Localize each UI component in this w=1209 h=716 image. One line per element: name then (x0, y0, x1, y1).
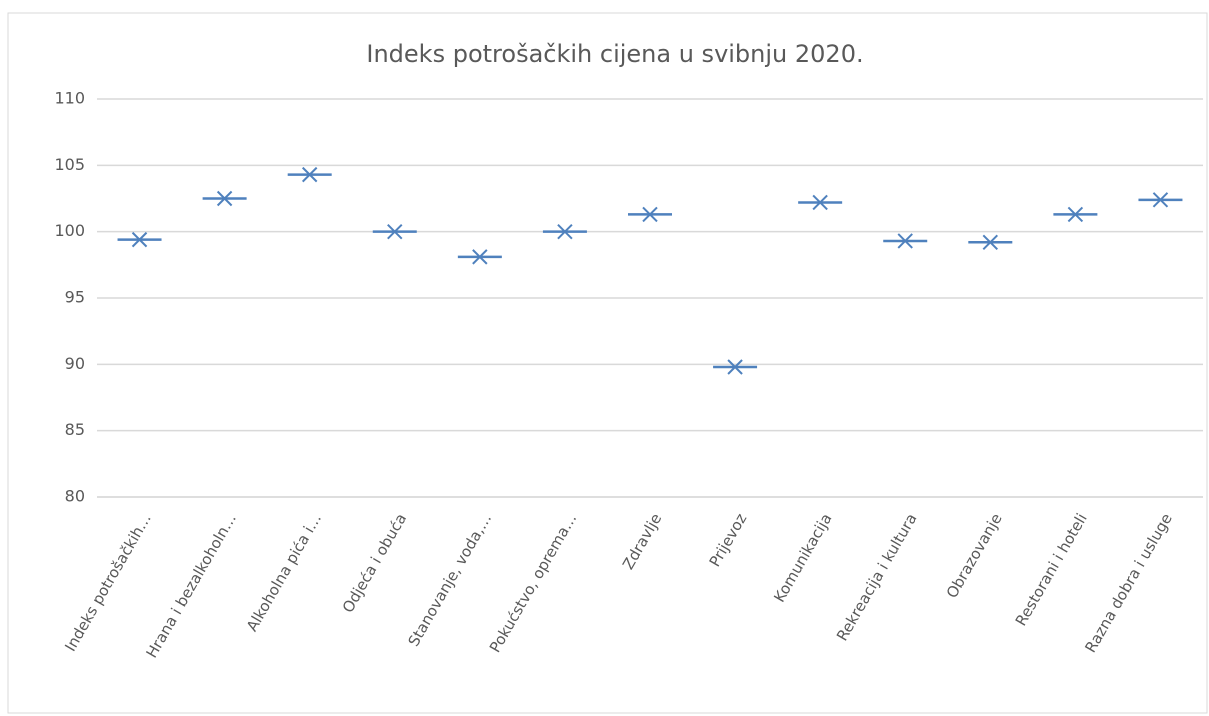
y-tick-label: 90 (65, 354, 85, 373)
marker (457, 249, 502, 265)
marker (202, 190, 247, 207)
marker-x (472, 249, 488, 265)
marker-x (897, 233, 913, 249)
chart-title: Indeks potrošačkih cijena u svibnju 2020… (366, 40, 863, 68)
marker-x (642, 206, 658, 223)
marker (117, 231, 162, 248)
marker (372, 223, 417, 240)
marker-x (387, 223, 403, 240)
y-tick-label: 110 (54, 89, 85, 108)
marker (798, 194, 843, 211)
marker-x (216, 190, 233, 207)
y-tick-label: 105 (54, 155, 85, 174)
y-tick-label: 100 (54, 221, 85, 240)
chart-border (7, 12, 1208, 714)
marker (1138, 192, 1183, 208)
marker-x (1067, 206, 1084, 223)
marker (628, 206, 672, 223)
marker-x (727, 359, 743, 375)
marker-x (301, 166, 318, 183)
y-tick-label: 85 (65, 420, 85, 439)
marker-x (1152, 192, 1169, 208)
marker-x (557, 223, 573, 240)
y-tick-label: 95 (65, 288, 85, 307)
marker-x (131, 231, 148, 248)
marker-x (982, 234, 999, 250)
marker (713, 359, 758, 375)
marker (883, 233, 928, 249)
marker (287, 166, 332, 183)
y-tick-label: 80 (65, 487, 85, 506)
marker-x (812, 194, 828, 211)
marker (542, 223, 587, 240)
marker (968, 234, 1013, 250)
marker (1053, 206, 1098, 223)
